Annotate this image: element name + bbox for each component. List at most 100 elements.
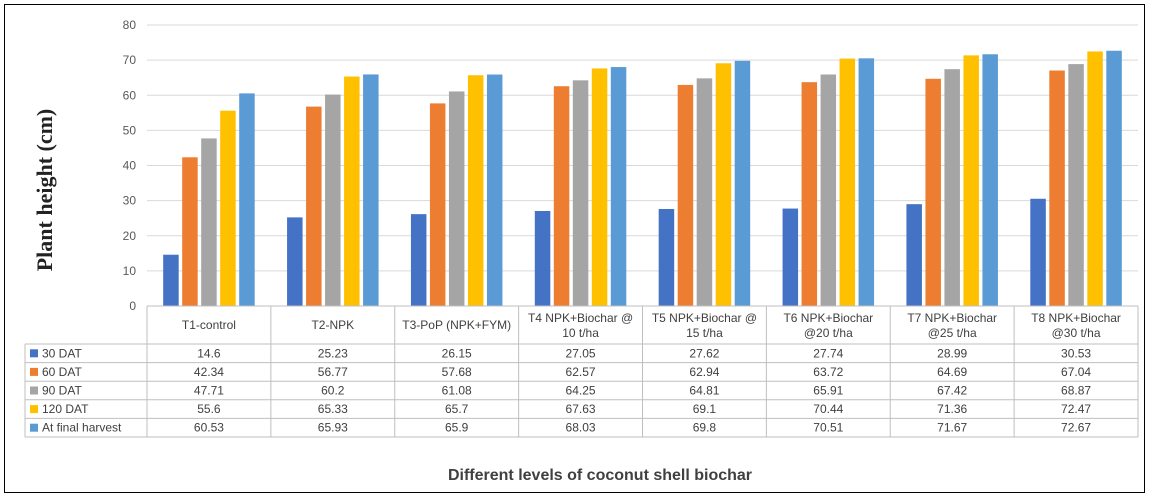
legend-key (30, 405, 38, 414)
data-value: 65.33 (318, 402, 348, 416)
bar (344, 76, 360, 306)
bar (163, 254, 179, 306)
category-label: T7 NPK+Biochar (907, 311, 997, 325)
data-value: 63.72 (813, 365, 843, 379)
category-label: T8 NPK+Biochar (1031, 311, 1121, 325)
bar (610, 67, 627, 307)
data-value: 65.9 (445, 421, 469, 435)
data-value: 67.42 (937, 384, 967, 398)
legend-label: 90 DAT (42, 384, 82, 398)
y-axis-label: Plant height (cm) (32, 109, 57, 272)
bar (963, 55, 979, 307)
bar (220, 110, 236, 306)
category-label: T2-NPK (311, 318, 354, 332)
category-label: T6 NPK+Biochar (783, 311, 873, 325)
legend-key (30, 367, 38, 376)
category-label: @25 t/ha (928, 326, 977, 340)
bar (467, 75, 484, 306)
x-axis-label: Different levels of coconut shell biocha… (448, 467, 752, 484)
data-value: 30.53 (1061, 346, 1091, 360)
y-tick-label: 20 (123, 229, 137, 243)
data-value: 64.81 (689, 384, 719, 398)
bars (163, 50, 1122, 307)
data-value: 69.1 (693, 402, 717, 416)
data-value: 57.68 (442, 365, 472, 379)
bar (287, 217, 303, 306)
bar (572, 80, 589, 307)
bar (982, 54, 998, 306)
y-tick-label: 80 (123, 18, 137, 32)
data-value: 60.53 (194, 421, 224, 435)
y-tick-label: 10 (123, 264, 137, 278)
y-tick-label: 40 (123, 159, 137, 173)
bar (715, 63, 732, 306)
data-value: 61.08 (442, 384, 472, 398)
category-label: 10 t/ha (562, 326, 599, 340)
legend-label: 60 DAT (42, 365, 82, 379)
bar (1087, 51, 1103, 306)
category-label: T1-control (182, 318, 236, 332)
data-value: 25.23 (318, 346, 348, 360)
data-value: 65.93 (318, 421, 348, 435)
data-value: 42.34 (194, 365, 224, 379)
legend-key (30, 423, 38, 432)
bar (429, 103, 446, 306)
bar (363, 74, 379, 307)
data-value: 28.99 (937, 346, 967, 360)
data-value: 71.36 (937, 402, 967, 416)
category-label: @30 t/ha (1052, 326, 1101, 340)
category-label: T4 NPK+Biochar @ (528, 311, 633, 325)
data-value: 64.69 (937, 365, 967, 379)
bar (486, 74, 503, 307)
legend-key (30, 386, 38, 395)
bar (1030, 198, 1046, 306)
bar (782, 208, 799, 306)
data-value: 62.94 (689, 365, 719, 379)
data-value: 56.77 (318, 365, 348, 379)
bar (325, 94, 341, 306)
y-tick-label: 50 (123, 123, 137, 137)
bar (306, 106, 322, 307)
data-value: 72.47 (1061, 402, 1091, 416)
data-value: 69.8 (693, 421, 717, 435)
category-label: T5 NPK+Biochar @ (652, 311, 757, 325)
bar (820, 74, 837, 307)
bar (801, 82, 818, 306)
data-value: 67.04 (1061, 365, 1091, 379)
bar (858, 58, 875, 307)
bar (1068, 64, 1084, 307)
bar (1049, 70, 1065, 306)
data-value: 60.2 (321, 384, 345, 398)
data-value: 70.44 (813, 402, 843, 416)
legend-key (30, 349, 38, 358)
data-value: 64.25 (566, 384, 596, 398)
data-value: 26.15 (442, 346, 472, 360)
bar (1106, 50, 1122, 306)
legend-label: 30 DAT (42, 346, 82, 360)
data-value: 27.74 (813, 346, 843, 360)
data-table: T1-control T2-NPK T3-PoP (NPK+FYM) T4 NPK+B… (24, 305, 1139, 438)
data-value: 70.51 (813, 421, 843, 435)
data-value: 65.7 (445, 402, 469, 416)
data-value: 68.87 (1061, 384, 1091, 398)
y-tick-label: 70 (123, 53, 137, 67)
bar (906, 204, 922, 306)
data-value: 67.63 (566, 402, 596, 416)
chart-frame (4, 4, 1145, 493)
bar (944, 69, 960, 306)
data-value: 55.6 (197, 402, 221, 416)
category-label: 15 t/ha (686, 326, 723, 340)
bar (925, 78, 941, 307)
data-value: 68.03 (566, 421, 596, 435)
category-label: T3-PoP (NPK+FYM) (402, 318, 511, 332)
bar (696, 78, 713, 306)
y-tick-label: 0 (129, 299, 136, 313)
data-value: 62.57 (566, 365, 596, 379)
bar (839, 58, 856, 306)
data-value: 47.71 (194, 384, 224, 398)
y-tick-label: 30 (123, 194, 137, 208)
legend-label: 120 DAT (42, 402, 89, 416)
legend-label: At final harvest (42, 421, 122, 435)
y-tick-label: 60 (123, 88, 137, 102)
